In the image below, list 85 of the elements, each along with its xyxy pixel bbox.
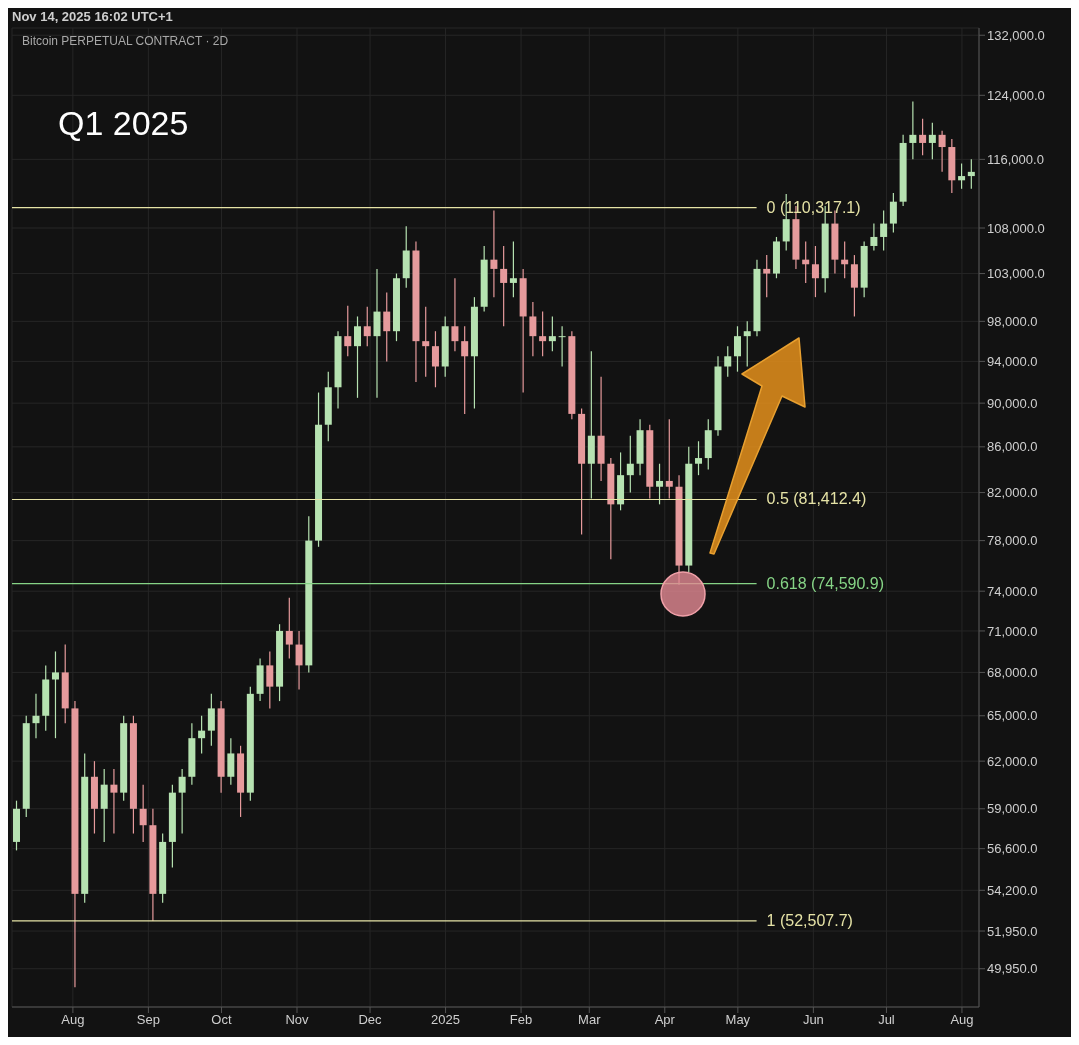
candlestick [383, 291, 391, 362]
ref-line-label: 0.618 (74,590.9) [766, 574, 885, 592]
candlestick [51, 650, 59, 739]
candlestick [207, 693, 215, 747]
candlestick [500, 245, 508, 327]
candlestick [178, 768, 186, 835]
annotation: Q1 2025 [58, 104, 189, 143]
candlestick [695, 440, 703, 476]
candlestick [227, 737, 235, 786]
y-tick-label: 51,950.0 [987, 923, 1038, 939]
y-tick-label: 54,200.0 [987, 882, 1038, 898]
candlestick [880, 209, 888, 252]
y-tick-label: 132,000.0 [987, 27, 1045, 43]
candlestick [198, 715, 206, 755]
x-tick-label: Apr [654, 1012, 676, 1028]
candlestick [548, 315, 556, 352]
candlestick [529, 301, 537, 357]
text: Bitcoin PERPETUAL CONTRACT · 2D [22, 34, 229, 48]
candlestick [724, 345, 732, 378]
candlestick [889, 192, 897, 234]
y-tick-label: 78,000.0 [987, 533, 1038, 549]
candlestick [928, 122, 936, 160]
x-tick-label: 2025 [431, 1012, 461, 1028]
candlestick [919, 118, 927, 156]
candlestick [344, 305, 352, 357]
candlestick [139, 784, 147, 843]
text: Nov 14, 2025 16:02 UTC+1 [12, 8, 173, 26]
y-tick-label: 82,000.0 [987, 485, 1038, 501]
candlestick [656, 463, 664, 505]
candlestick [870, 222, 878, 252]
y-tick-label: 90,000.0 [987, 395, 1038, 411]
candlestick [354, 315, 362, 399]
candlestick [626, 435, 634, 494]
x-tick-label: Sep [136, 1012, 160, 1028]
x-tick-label: May [725, 1012, 751, 1028]
y-tick-label: 71,000.0 [987, 623, 1038, 639]
candlestick [295, 630, 303, 691]
ref-line-label: 1 (52,507.7) [766, 911, 853, 929]
candlestick [266, 650, 274, 709]
y-tick-label: 49,950.0 [987, 961, 1038, 977]
x-tick-label: Mar [578, 1012, 602, 1028]
y-tick-label: 108,000.0 [987, 220, 1045, 236]
candlestick [909, 100, 917, 160]
candlestick [763, 254, 771, 298]
y-tick-label: 103,000.0 [987, 266, 1045, 282]
y-tick-label: 65,000.0 [987, 708, 1038, 724]
candlestick [431, 330, 439, 388]
y-tick-label: 94,000.0 [987, 354, 1038, 369]
candlestick [110, 768, 118, 835]
y-tick-label: 124,000.0 [987, 87, 1045, 103]
candlestick [558, 325, 566, 368]
x-tick-label: Jul [878, 1012, 895, 1028]
y-tick-label: 59,000.0 [987, 801, 1038, 817]
candlestick [733, 325, 741, 373]
y-tick-label: 116,000.0 [987, 151, 1044, 167]
x-tick-label: Nov [285, 1012, 310, 1028]
x-tick-label: Jun [802, 1012, 824, 1028]
candlestick [958, 162, 966, 190]
candlestick [32, 693, 40, 739]
x-tick-label: Oct [211, 1012, 232, 1028]
y-tick-label: 68,000.0 [987, 665, 1038, 681]
y-tick-label: 98,000.0 [987, 313, 1038, 329]
candlestick [451, 277, 459, 352]
x-tick-label: Aug [950, 1012, 974, 1028]
x-tick-label: Aug [61, 1012, 85, 1028]
y-tick-label: 86,000.0 [987, 439, 1038, 455]
candlestick [743, 320, 751, 368]
candlestick [967, 158, 975, 190]
ref-line-label: 0.5 (81,412.4) [766, 490, 867, 508]
candlestick [850, 254, 858, 318]
y-tick-label: 62,000.0 [987, 753, 1038, 769]
candlestick [665, 418, 673, 500]
y-tick-label: 56,600.0 [987, 841, 1038, 857]
candlestick [490, 209, 498, 298]
candlestick [285, 597, 293, 659]
candlestick [461, 325, 469, 415]
candlestick [938, 130, 946, 173]
x-tick-label: Dec [358, 1012, 383, 1028]
candlestick [539, 311, 547, 357]
candlestick [811, 245, 819, 298]
candlestick [422, 306, 430, 378]
candlestick [363, 306, 371, 347]
candlestick [509, 240, 517, 298]
x-tick-label: Feb [509, 1012, 533, 1028]
y-tick-label: 74,000.0 [987, 583, 1038, 599]
